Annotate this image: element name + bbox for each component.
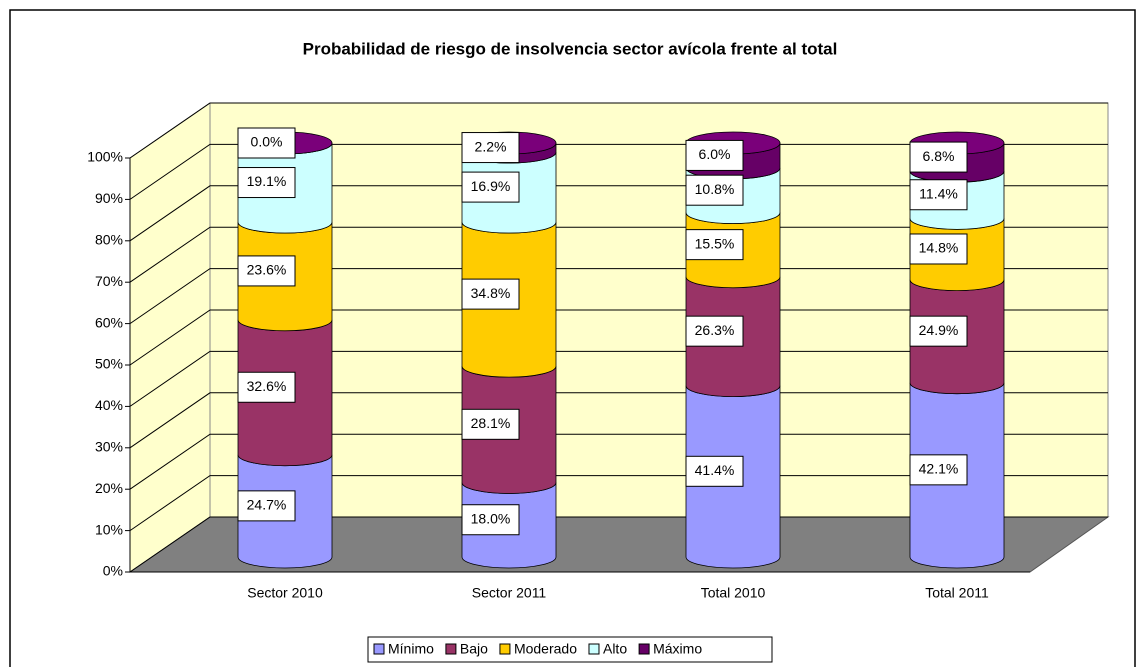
data-label-box [909,141,968,173]
data-label: 42.1% [919,461,959,477]
data-label: 34.8% [471,285,511,301]
y-tick-label: 50% [95,356,123,372]
data-label-box [909,315,968,347]
data-label-box [237,371,296,403]
grid-line [129,350,1108,407]
legend-label: Mínimo [388,641,434,657]
data-label-box [237,127,296,159]
data-label: 23.6% [247,262,287,278]
data-label: 18.0% [471,510,511,526]
data-label-box [461,171,520,203]
legend-swatch [445,643,457,655]
legend-label: Moderado [514,641,577,657]
data-label-box [685,229,744,261]
data-label: 11.4% [919,185,958,201]
data-label-box [461,132,520,164]
x-tick-label: Sector 2010 [247,585,323,601]
legend-swatch [373,643,385,655]
data-label: 0.0% [251,134,283,150]
legend-swatch [588,643,600,655]
y-tick-label: 70% [95,273,123,289]
y-tick-label: 10% [95,521,123,537]
grid-line [129,268,1108,325]
data-label-box [909,179,968,211]
legend-label: Alto [603,641,627,657]
y-tick-label: 80% [95,232,123,248]
data-label: 15.5% [695,235,735,251]
data-label-box [461,408,520,440]
data-label: 24.7% [247,497,287,513]
grid-line [129,516,1108,573]
data-label-box [237,255,296,287]
legend [367,636,773,663]
grid-line [129,102,1108,159]
grid-line [129,185,1108,242]
data-label-box [237,490,296,522]
data-label-box [685,139,744,171]
y-tick-label: 0% [103,563,123,579]
data-label: 6.8% [923,148,955,164]
grid-line [129,433,1108,490]
grid-line [129,392,1108,449]
legend-swatch [499,643,511,655]
y-tick-label: 100% [87,149,123,165]
data-label: 32.6% [247,378,287,394]
data-label: 6.0% [699,146,731,162]
y-tick-label: 40% [95,397,123,413]
data-label-box [685,174,744,206]
data-label: 28.1% [471,415,511,431]
data-label: 14.8% [919,240,959,256]
data-label: 10.8% [695,181,735,197]
y-tick-label: 30% [95,439,123,455]
data-label-box [909,454,968,486]
legend-swatch [638,643,650,655]
data-label: 41.4% [695,462,735,478]
grid-line [129,226,1108,283]
data-label: 26.3% [695,322,735,338]
data-label-box [685,315,744,347]
grid-line [129,143,1108,200]
y-tick-label: 90% [95,190,123,206]
data-label-box [909,233,968,265]
x-tick-label: Total 2010 [701,585,766,601]
y-tick-label: 60% [95,314,123,330]
legend-label: Bajo [460,641,488,657]
chart-title: Probabilidad de riesgo de insolvencia se… [303,39,838,58]
y-tick-label: 20% [95,480,123,496]
data-label-box [461,504,520,536]
x-tick-label: Total 2011 [925,585,989,601]
data-label-box [237,167,296,199]
x-tick-label: Sector 2011 [472,585,547,601]
legend-label: Máximo [653,641,702,657]
grid-line [129,475,1108,532]
data-label-box [685,455,744,487]
data-label: 19.1% [247,173,287,189]
data-label-box [461,278,520,310]
data-label: 24.9% [919,322,959,338]
grid-line [129,309,1108,366]
data-label: 2.2% [475,138,507,154]
data-label: 16.9% [471,178,511,194]
